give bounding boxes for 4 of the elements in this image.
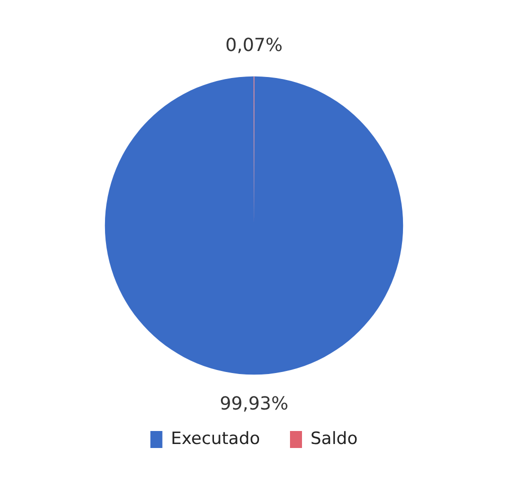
data-label: 99,93% — [220, 393, 288, 414]
legend-label: Saldo — [310, 428, 358, 449]
legend-label: Executado — [170, 428, 260, 449]
data-label: 0,07% — [225, 34, 283, 56]
